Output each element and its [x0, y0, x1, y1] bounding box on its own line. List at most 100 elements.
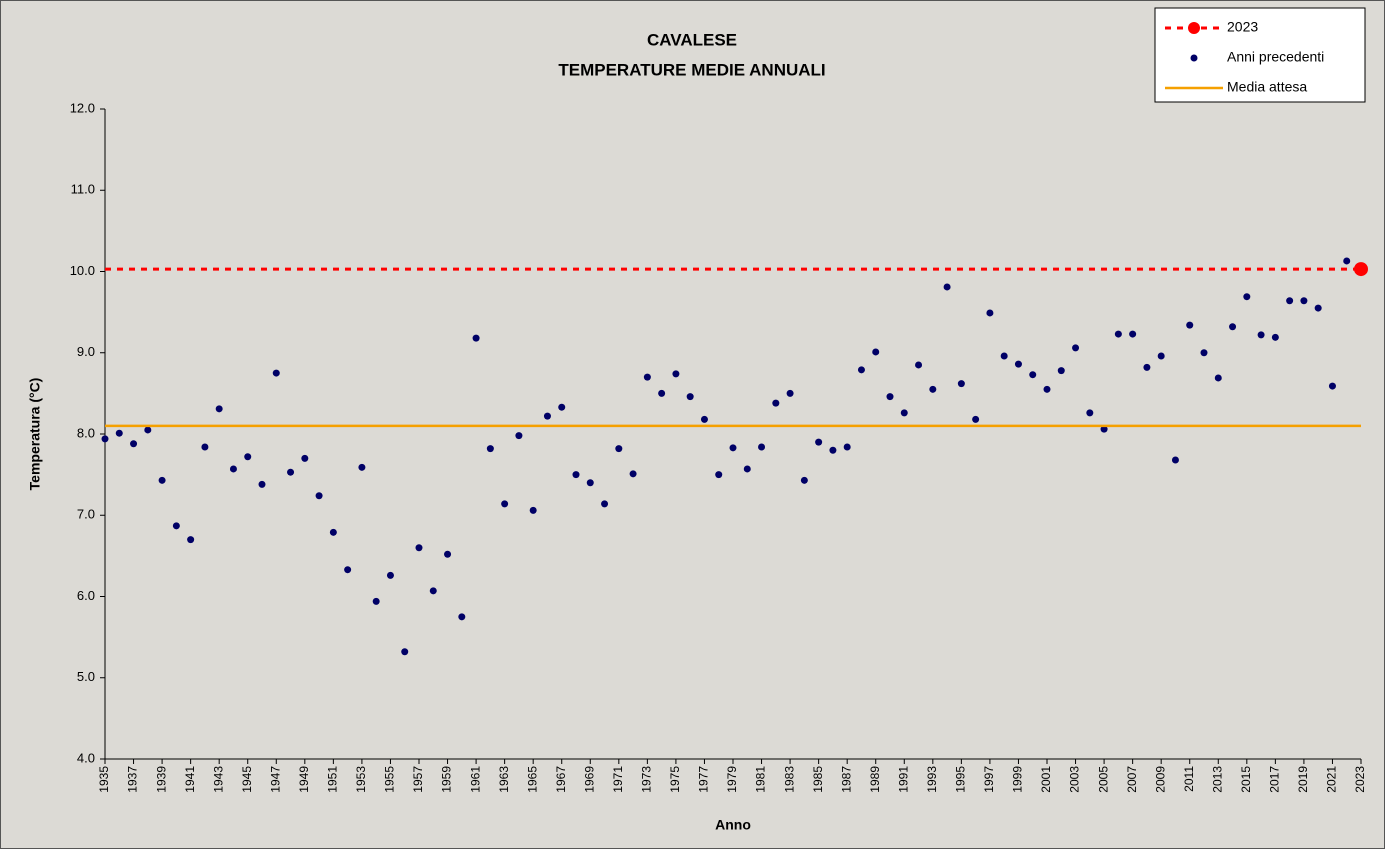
point — [1200, 349, 1208, 357]
y-tick-label: 7.0 — [77, 507, 95, 522]
x-tick-label: 2011 — [1182, 766, 1196, 792]
point — [301, 454, 309, 462]
point — [786, 389, 794, 397]
point — [272, 369, 280, 377]
x-tick-label: 1987 — [839, 766, 853, 793]
point — [1029, 371, 1037, 379]
point — [972, 415, 980, 423]
point — [700, 415, 708, 423]
point — [1043, 385, 1051, 393]
point — [1271, 333, 1279, 341]
point — [1257, 331, 1265, 339]
y-axis-title: Temperatura (°C) — [27, 378, 43, 491]
point — [915, 361, 923, 369]
point — [1014, 360, 1022, 368]
x-tick-label: 2015 — [1239, 766, 1253, 793]
x-tick-label: 1943 — [211, 766, 225, 793]
x-tick-label: 2013 — [1210, 766, 1224, 793]
x-tick-label: 2021 — [1325, 766, 1339, 793]
point — [629, 470, 637, 478]
point — [686, 393, 694, 401]
x-tick-label: 1981 — [754, 766, 768, 793]
point — [486, 445, 494, 453]
x-tick-label: 1995 — [954, 766, 968, 793]
x-tick-label: 2001 — [1039, 766, 1053, 793]
x-tick-label: 1945 — [240, 766, 254, 793]
x-tick-label: 1993 — [925, 766, 939, 793]
point — [872, 348, 880, 356]
point — [429, 587, 437, 595]
point — [115, 429, 123, 437]
point — [758, 443, 766, 451]
point — [1100, 425, 1108, 433]
point — [372, 597, 380, 605]
point — [501, 500, 509, 508]
x-tick-label: 2017 — [1268, 766, 1282, 793]
x-tick-label: 1973 — [640, 766, 654, 793]
point — [1157, 352, 1165, 360]
x-tick-label: 1969 — [582, 766, 596, 793]
x-tick-label: 1991 — [896, 766, 910, 793]
point — [458, 613, 466, 621]
x-tick-label: 1967 — [554, 766, 568, 793]
point — [1354, 262, 1368, 277]
point — [572, 471, 580, 479]
point — [929, 385, 937, 393]
point — [101, 435, 109, 443]
point — [258, 480, 266, 488]
point — [358, 463, 366, 471]
x-tick-label: 1949 — [297, 766, 311, 793]
y-tick-label: 9.0 — [77, 344, 95, 359]
point — [1171, 456, 1179, 464]
x-tick-label: 1957 — [411, 766, 425, 793]
point — [1314, 304, 1322, 312]
point — [1143, 363, 1151, 371]
y-tick-label: 11.0 — [71, 182, 95, 197]
point — [472, 334, 480, 342]
x-tick-label: 2007 — [1125, 766, 1139, 793]
x-tick-label: 1979 — [725, 766, 739, 793]
point — [800, 476, 808, 484]
y-tick-label: 12.0 — [70, 100, 95, 115]
x-tick-label: 2023 — [1353, 766, 1367, 793]
point — [886, 393, 894, 401]
point — [543, 412, 551, 420]
chart-title: CAVALESE — [647, 30, 737, 49]
y-tick-label: 6.0 — [77, 588, 95, 603]
point — [201, 443, 209, 451]
x-tick-label: 1961 — [468, 766, 482, 793]
x-tick-label: 1985 — [811, 766, 825, 793]
legend-marker — [1188, 22, 1200, 34]
x-tick-label: 1971 — [611, 766, 625, 793]
x-tick-label: 1975 — [668, 766, 682, 793]
point — [1000, 352, 1008, 360]
point — [344, 566, 352, 574]
point — [1072, 344, 1080, 352]
point — [1229, 323, 1237, 331]
point — [729, 444, 737, 452]
point — [672, 370, 680, 378]
point — [772, 399, 780, 407]
point — [615, 445, 623, 453]
point — [957, 380, 965, 388]
point — [558, 403, 566, 411]
x-tick-label: 1947 — [268, 766, 282, 793]
point — [415, 544, 423, 552]
y-tick-label: 10.0 — [70, 263, 95, 278]
point — [829, 446, 837, 454]
x-tick-label: 2005 — [1096, 766, 1110, 793]
x-tick-label: 1997 — [982, 766, 996, 793]
point — [643, 373, 651, 381]
point — [401, 648, 409, 656]
point — [658, 389, 666, 397]
x-tick-label: 1999 — [1011, 766, 1025, 793]
x-tick-label: 1935 — [97, 766, 111, 793]
point — [1057, 367, 1065, 375]
y-tick-label: 5.0 — [77, 669, 95, 684]
point — [287, 468, 295, 476]
point — [1286, 297, 1294, 305]
point — [229, 465, 237, 473]
legend-label: Anni precedenti — [1227, 49, 1324, 65]
